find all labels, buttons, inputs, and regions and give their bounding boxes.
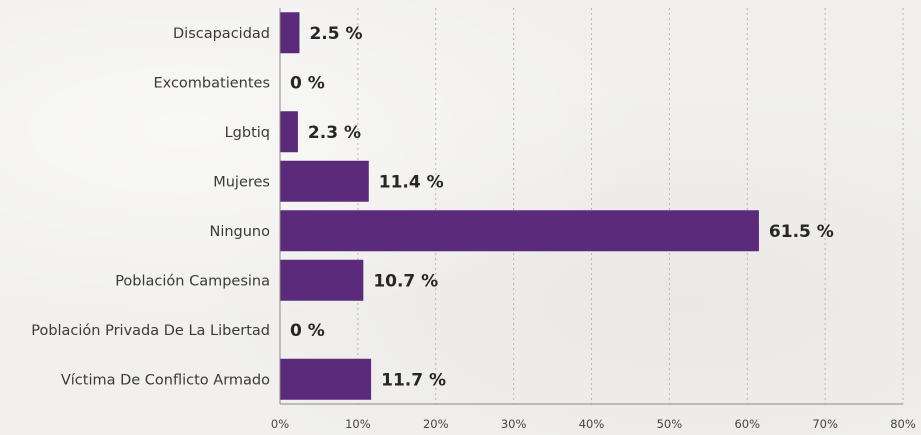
bar-5 [280, 259, 364, 301]
category-label: Población Campesina [115, 273, 270, 289]
value-label: 0 % [290, 321, 325, 341]
x-tick-label: 40% [579, 417, 605, 431]
x-tick-label: 30% [501, 417, 527, 431]
x-tick-label: 50% [657, 417, 683, 431]
x-tick-label: 80% [890, 417, 916, 431]
category-label: Discapacidad [173, 26, 270, 42]
bar-2 [280, 111, 298, 153]
x-tick-label: 20% [423, 417, 449, 431]
x-tick-label: 0% [271, 417, 289, 431]
value-label: 11.7 % [381, 370, 446, 390]
bar-3 [280, 160, 369, 202]
x-tick-label: 60% [734, 417, 760, 431]
labels: 0% 10% 20% 30% 40% 50% 60% 70% 80% Discapacidad 2.… [31, 24, 916, 431]
x-tick-label: 70% [812, 417, 838, 431]
axes [279, 8, 903, 405]
value-label: 11.4 % [379, 172, 444, 192]
grid-lines [357, 8, 904, 404]
category-label: Víctima De Conflicto Armado [61, 372, 270, 388]
value-label: 2.5 % [309, 24, 362, 44]
category-label: Mujeres [213, 174, 270, 190]
value-label: 0 % [290, 73, 325, 93]
category-label: Población Privada De La Libertad [31, 323, 270, 339]
value-label: 10.7 % [373, 271, 438, 291]
bars [280, 12, 759, 400]
bar-7 [280, 358, 372, 400]
bar-0 [280, 12, 300, 54]
value-label: 61.5 % [769, 222, 834, 242]
category-label: Ninguno [209, 224, 270, 240]
category-label: Excombatientes [153, 75, 270, 91]
x-tick-label: 10% [345, 417, 371, 431]
bar-4 [280, 210, 759, 252]
value-label: 2.3 % [308, 123, 361, 143]
category-label: Lgbtiq [225, 125, 270, 141]
